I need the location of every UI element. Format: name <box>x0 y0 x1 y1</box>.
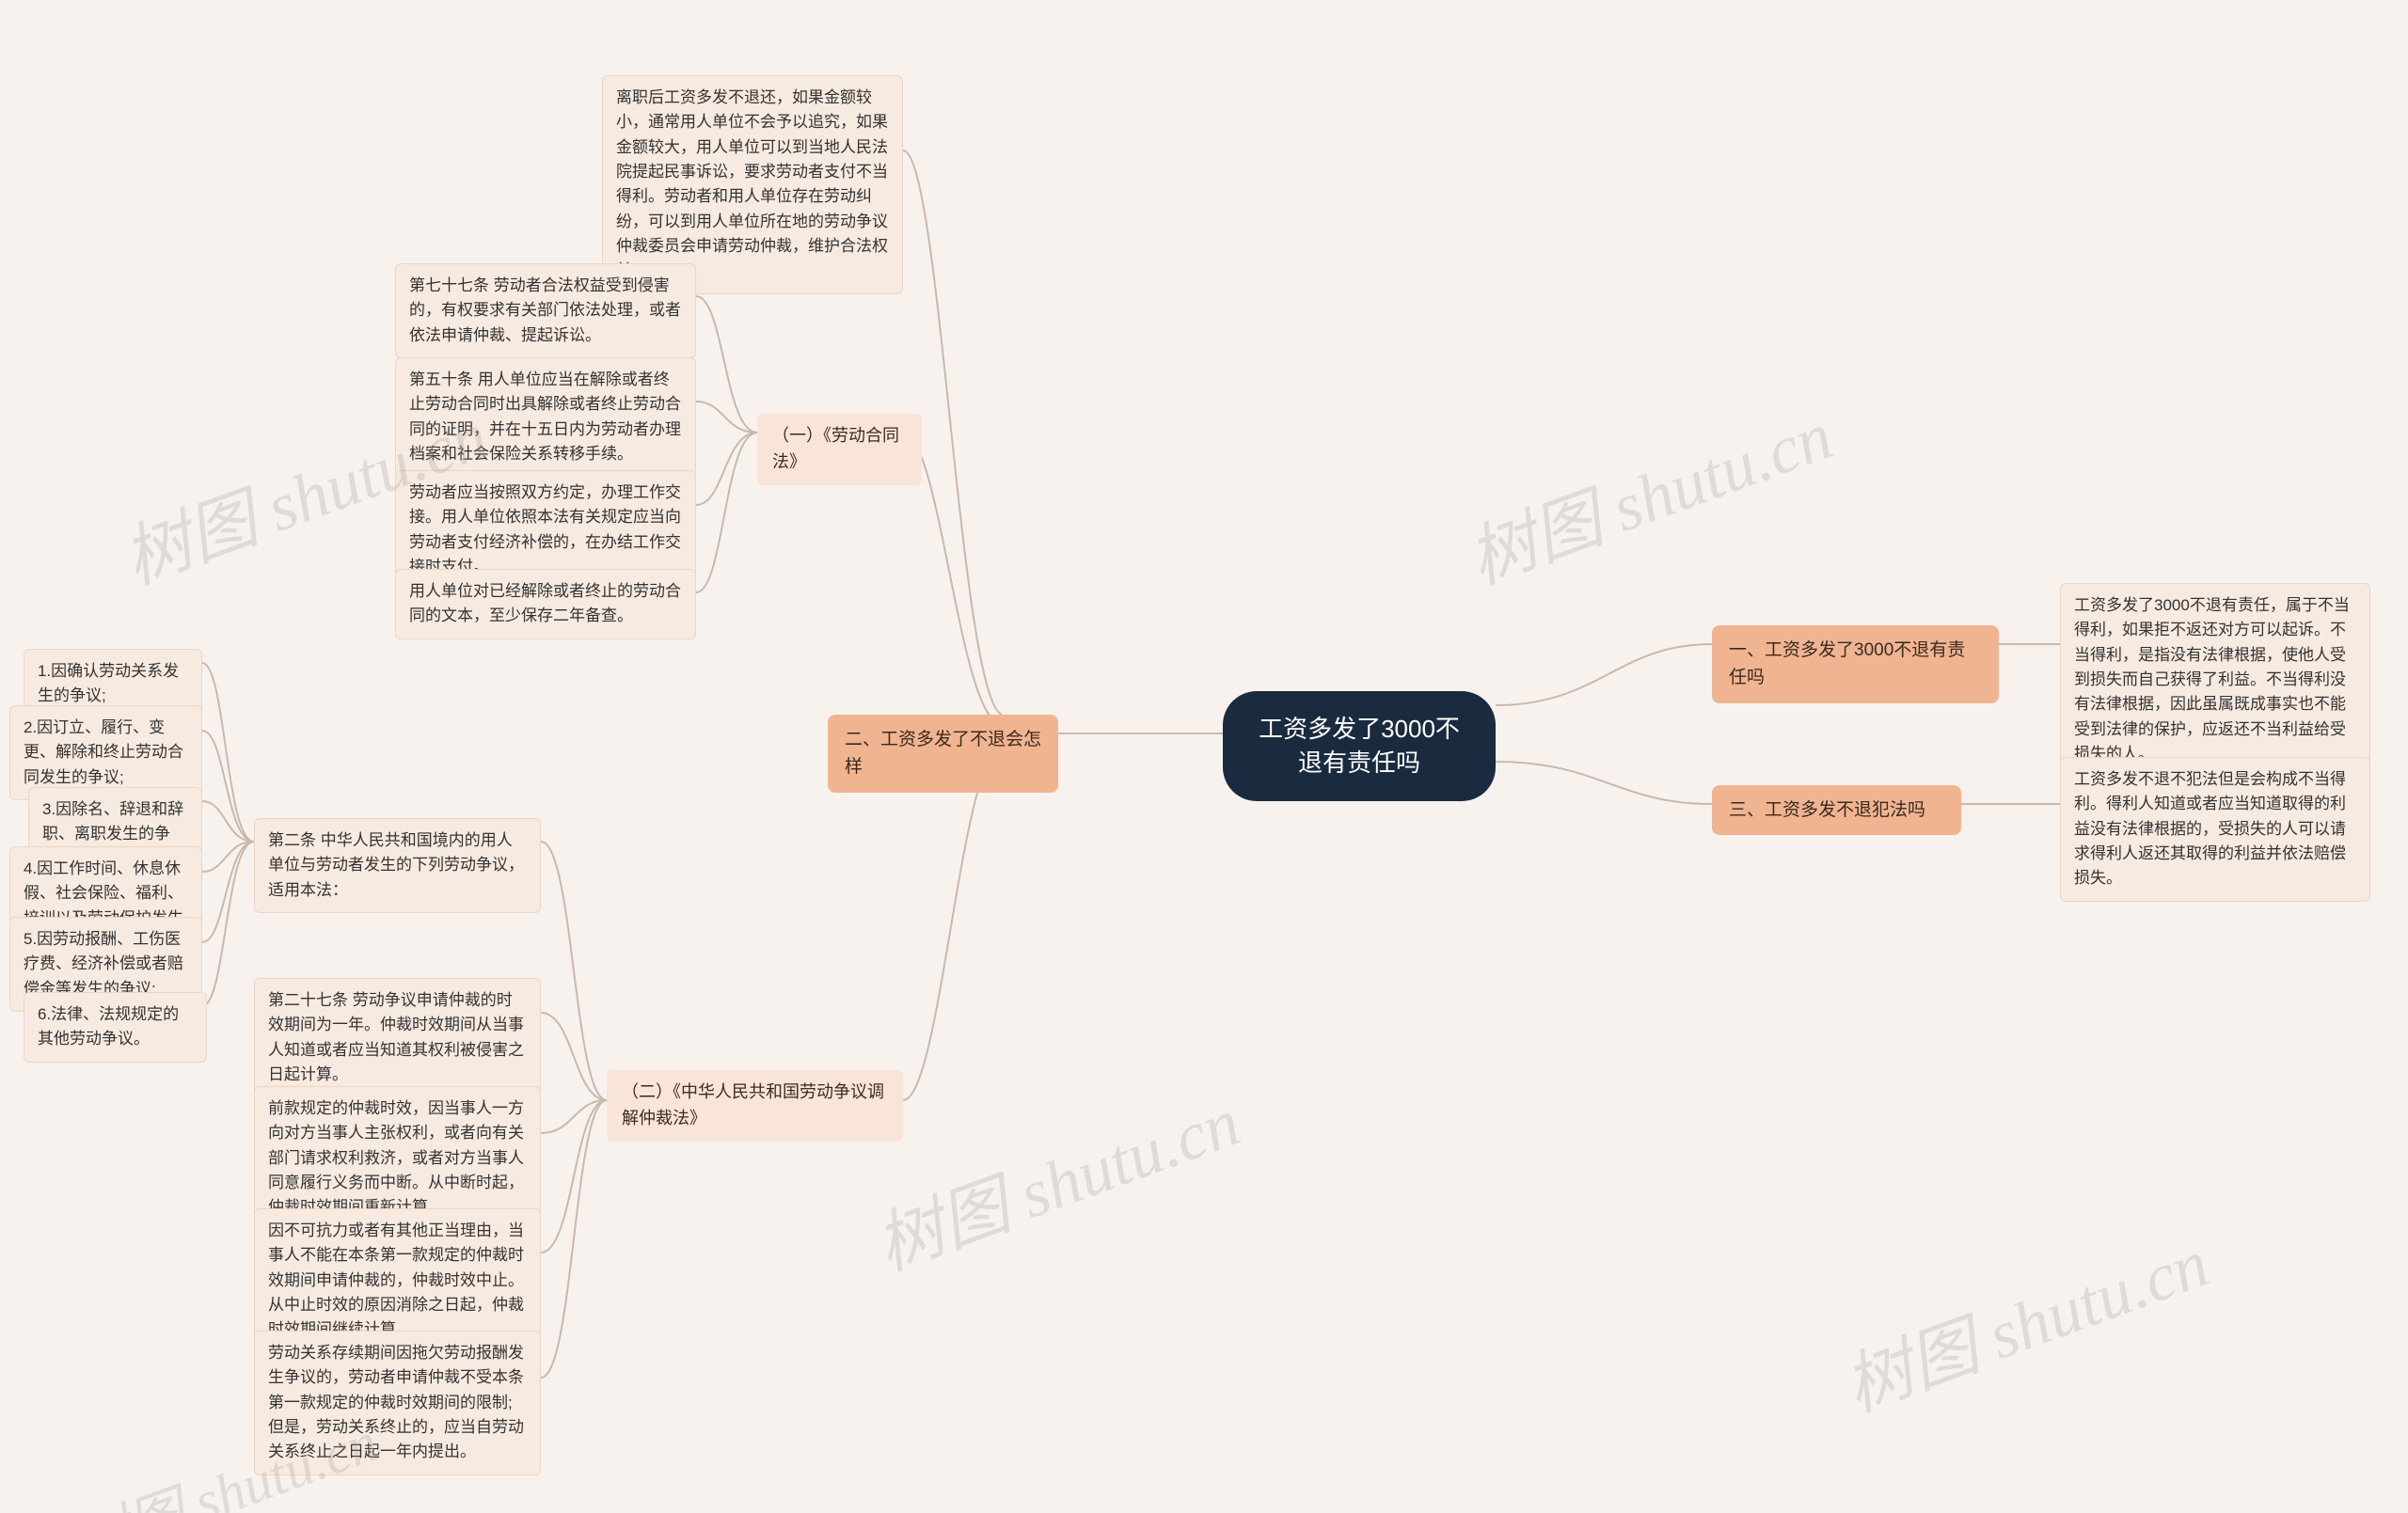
sub-1-leaf-1-text: 第五十条 用人单位应当在解除或者终止劳动合同时出具解除或者终止劳动合同的证明，并… <box>409 370 681 463</box>
sub-2-leaf-2-text: 因不可抗力或者有其他正当理由，当事人不能在本条第一款规定的仲裁时效期间申请仲裁的… <box>268 1221 524 1338</box>
branch-1-label: 一、工资多发了3000不退有责任吗 <box>1729 640 1965 687</box>
art2-item-0-text: 1.因确认劳动关系发生的争议; <box>38 662 179 704</box>
sub-1-leaf-2-text: 劳动者应当按照双方约定，办理工作交接。用人单位依照本法有关规定应当向劳动者支付经… <box>409 483 681 575</box>
branch-3-leaf[interactable]: 工资多发不退不犯法但是会构成不当得利。得利人知道或者应当知道取得的利益没有法律根… <box>2060 757 2370 902</box>
art2-item-5[interactable]: 6.法律、法规规定的其他劳动争议。 <box>24 992 207 1063</box>
branch-3[interactable]: 三、工资多发不退犯法吗 <box>1712 785 1961 835</box>
branch-2-top-leaf[interactable]: 离职后工资多发不退还，如果金额较小，通常用人单位不会予以追究，如果金额较大，用人… <box>602 75 903 294</box>
branch-2[interactable]: 二、工资多发了不退会怎样 <box>828 715 1058 793</box>
branch-3-label: 三、工资多发不退犯法吗 <box>1729 800 1925 820</box>
sub-2-leaf-0[interactable]: 第二十七条 劳动争议申请仲裁的时效期间为一年。仲裁时效期间从当事人知道或者应当知… <box>254 978 541 1097</box>
branch-3-leaf-text: 工资多发不退不犯法但是会构成不当得利。得利人知道或者应当知道取得的利益没有法律根… <box>2074 770 2346 887</box>
sub-2-leaf-3[interactable]: 劳动关系存续期间因拖欠劳动报酬发生争议的，劳动者申请仲裁不受本条第一款规定的仲裁… <box>254 1331 541 1475</box>
watermark: 树图 shutu.cn <box>860 1066 1251 1289</box>
art2-item-4-text: 5.因劳动报酬、工伤医疗费、经济补偿或者赔偿金等发生的争议; <box>24 930 183 998</box>
sub-2-leaf-3-text: 劳动关系存续期间因拖欠劳动报酬发生争议的，劳动者申请仲裁不受本条第一款规定的仲裁… <box>268 1344 524 1460</box>
art2-item-5-text: 6.法律、法规规定的其他劳动争议。 <box>38 1005 179 1048</box>
sub-2-art2-text: 第二条 中华人民共和国境内的用人单位与劳动者发生的下列劳动争议，适用本法： <box>268 831 524 899</box>
branch-2-top-leaf-text: 离职后工资多发不退还，如果金额较小，通常用人单位不会予以追究，如果金额较大，用人… <box>616 88 888 279</box>
sub-1-leaf-1[interactable]: 第五十条 用人单位应当在解除或者终止劳动合同时出具解除或者终止劳动合同的证明，并… <box>395 357 696 477</box>
sub-2[interactable]: （二）《中华人民共和国劳动争议调解仲裁法》 <box>607 1070 903 1142</box>
sub-2-leaf-1-text: 前款规定的仲裁时效，因当事人一方向对方当事人主张权利，或者向有关部门请求权利救济… <box>268 1099 524 1216</box>
sub-2-leaf-0-text: 第二十七条 劳动争议申请仲裁的时效期间为一年。仲裁时效期间从当事人知道或者应当知… <box>268 991 524 1083</box>
sub-2-label: （二）《中华人民共和国劳动争议调解仲裁法》 <box>622 1082 884 1127</box>
branch-1-leaf[interactable]: 工资多发了3000不退有责任，属于不当得利，如果拒不返还对方可以起诉。不当得利，… <box>2060 583 2370 777</box>
root-label: 工资多发了3000不退有责任吗 <box>1259 715 1460 777</box>
sub-2-art2[interactable]: 第二条 中华人民共和国境内的用人单位与劳动者发生的下列劳动争议，适用本法： <box>254 818 541 913</box>
watermark: 树图 shutu.cn <box>1829 1207 2220 1430</box>
branch-1-leaf-text: 工资多发了3000不退有责任，属于不当得利，如果拒不返还对方可以起诉。不当得利，… <box>2074 596 2350 763</box>
sub-1-leaf-0[interactable]: 第七十七条 劳动者合法权益受到侵害的，有权要求有关部门依法处理，或者依法申请仲裁… <box>395 263 696 358</box>
watermark: 树图 shutu.cn <box>1452 380 1844 603</box>
sub-1-label: （一）《劳动合同法》 <box>772 426 899 471</box>
root-node[interactable]: 工资多发了3000不退有责任吗 <box>1223 691 1496 801</box>
sub-1-leaf-0-text: 第七十七条 劳动者合法权益受到侵害的，有权要求有关部门依法处理，或者依法申请仲裁… <box>409 276 681 344</box>
sub-1-leaf-3-text: 用人单位对已经解除或者终止的劳动合同的文本，至少保存二年备查。 <box>409 582 681 624</box>
branch-2-label: 二、工资多发了不退会怎样 <box>845 730 1041 777</box>
branch-1[interactable]: 一、工资多发了3000不退有责任吗 <box>1712 625 1999 703</box>
art2-item-1-text: 2.因订立、履行、变更、解除和终止劳动合同发生的争议; <box>24 718 183 786</box>
art2-item-1[interactable]: 2.因订立、履行、变更、解除和终止劳动合同发生的争议; <box>9 705 202 800</box>
sub-1[interactable]: （一）《劳动合同法》 <box>757 414 922 485</box>
sub-1-leaf-3[interactable]: 用人单位对已经解除或者终止的劳动合同的文本，至少保存二年备查。 <box>395 569 696 639</box>
